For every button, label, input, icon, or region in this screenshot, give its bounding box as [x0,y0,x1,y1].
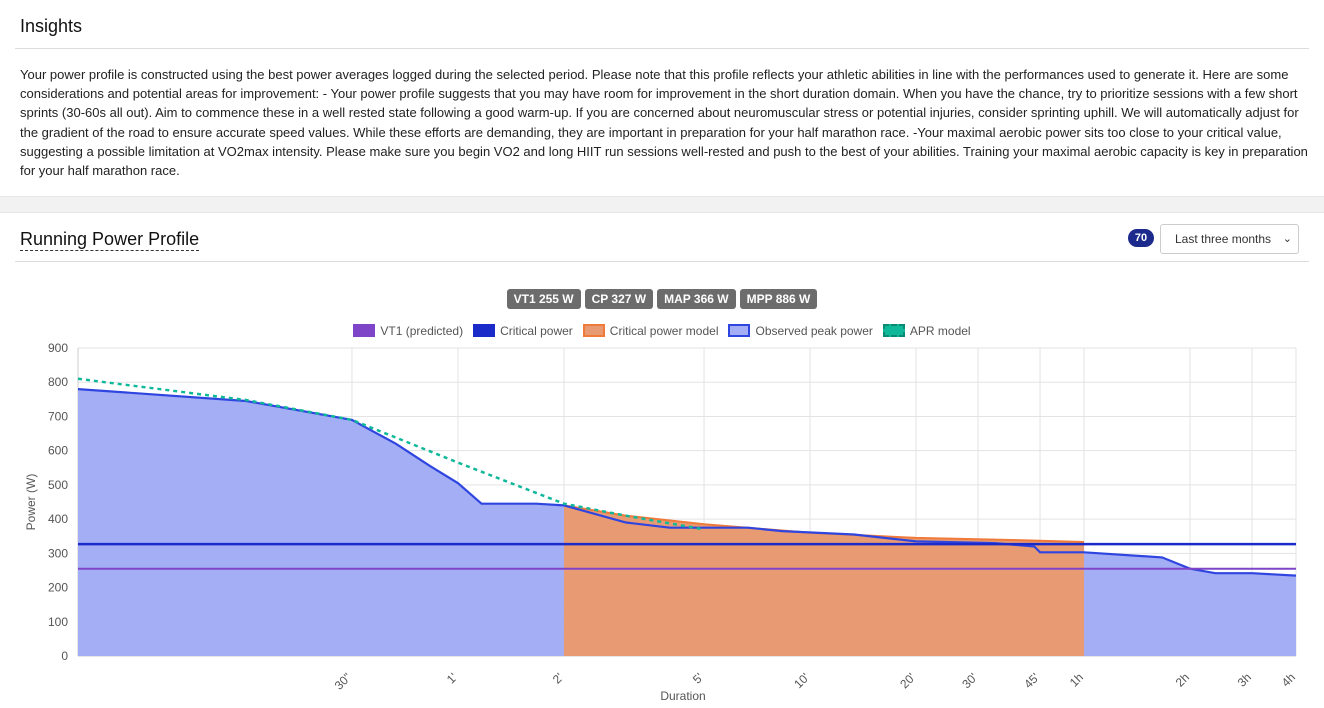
legend-item-cp-model[interactable]: Critical power model [582,322,719,340]
legend-item-observed[interactable]: Observed peak power [728,322,873,340]
observed-peak-line [77,388,1297,577]
profile-title[interactable]: Running Power Profile [20,229,200,251]
cp-model-area [563,505,1085,656]
y-tick-label: 300 [48,546,68,560]
insights-divider [15,48,1309,49]
legend-item-vt1[interactable]: VT1 (predicted) [353,322,463,340]
insights-card: Insights Your power profile is construct… [0,0,1324,196]
insights-text: Your power profile is constructed using … [20,67,1308,179]
legend-swatch-cp [473,324,496,337]
tag-map: MAP 366 W [657,289,736,309]
legend-label-observed: Observed peak power [755,324,873,338]
y-tick-label: 400 [48,512,68,526]
count-badge: 70 [1128,229,1154,247]
legend-item-apr[interactable]: APR model [882,322,971,340]
y-tick-label: 500 [48,478,68,492]
x-tick-label: 45' [1021,670,1042,691]
legend-label-vt1: VT1 (predicted) [380,324,464,338]
x-tick-label: 20' [897,670,918,691]
y-tick-label: 700 [48,409,68,423]
profile-divider [15,261,1309,262]
x-axis-label: Duration [660,689,705,703]
tag-cp: CP 327 W [584,289,654,309]
x-tick-label: 1' [444,670,460,686]
apr-model-line [77,377,705,531]
legend-label-cp-model: Critical power model [609,324,719,338]
chart-lines [77,377,1297,577]
legend-swatch-observed [728,324,751,337]
tag-vt1: VT1 255 W [506,289,581,309]
legend-swatch-cp-model [582,324,605,337]
legend-swatch-vt1 [353,324,376,337]
y-tick-label: 900 [48,341,68,355]
legend-swatch-apr [882,324,905,337]
y-tick-label: 800 [48,375,68,389]
y-tick-label: 0 [61,649,68,663]
x-tick-label: 10' [791,670,812,691]
x-tick-label: 5' [690,670,706,686]
x-tick-label: 30" [332,670,354,692]
legend-label-cp: Critical power [500,324,573,338]
power-profile-chart: 0 100 200 300 400 500 600 700 800 900 30" 1' 2' 5' 10'… [24,341,1298,703]
x-tick-label: 2' [550,670,566,686]
x-tick-label: 30' [959,670,980,691]
y-tick-label: 600 [48,444,68,458]
y-axis-label: Power (W) [24,474,38,531]
legend-label-apr: APR model [909,324,971,338]
x-tick-label: 3h [1235,670,1254,689]
tag-mpp: MPP 886 W [739,289,818,309]
period-select-value: Last three months [1175,232,1272,246]
x-tick-label: 1h [1067,670,1086,689]
metric-tags: VT1 255 W CP 327 W MAP 366 W MPP 886 W [0,289,1324,309]
x-tick-label: 4h [1279,670,1298,689]
y-tick-label: 100 [48,615,68,629]
insights-title: Insights [20,16,83,36]
section-gap [0,196,1324,213]
chart-legend: VT1 (predicted) Critical power Critical … [0,322,1324,340]
x-tick-label: 2h [1173,670,1192,689]
y-tick-label: 200 [48,581,68,595]
chevron-down-icon: ⌄ [1282,233,1292,245]
period-select[interactable]: Last three months ⌄ [1160,224,1299,254]
legend-item-cp[interactable]: Critical power [473,322,573,340]
